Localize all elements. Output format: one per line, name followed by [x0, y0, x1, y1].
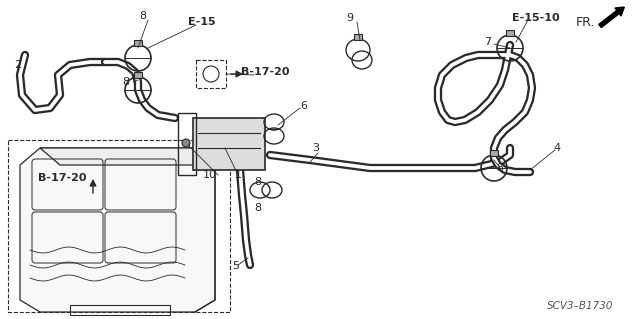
Bar [134, 40, 142, 46]
Text: 8: 8 [255, 177, 262, 187]
Bar [354, 34, 362, 40]
Circle shape [182, 139, 190, 147]
Text: SCV3–B1730: SCV3–B1730 [547, 301, 613, 311]
Text: FR.: FR. [575, 16, 595, 28]
Text: 8: 8 [497, 163, 504, 173]
Bar [193, 118, 265, 170]
Bar [8, 140, 230, 312]
Text: 7: 7 [484, 37, 492, 47]
Text: E-15: E-15 [188, 17, 216, 27]
Text: B-17-20: B-17-20 [38, 173, 86, 183]
Bar [490, 150, 498, 156]
Text: B-17-20: B-17-20 [241, 67, 289, 77]
FancyArrow shape [599, 7, 624, 27]
Polygon shape [40, 148, 215, 165]
Text: 8: 8 [255, 203, 262, 213]
Text: 5: 5 [232, 261, 239, 271]
Bar [70, 305, 170, 315]
Text: 8: 8 [122, 77, 129, 87]
Text: 6: 6 [301, 101, 307, 111]
Text: 9: 9 [346, 13, 353, 23]
Bar [134, 72, 142, 78]
Text: 3: 3 [312, 143, 319, 153]
Text: 1: 1 [234, 170, 241, 180]
Bar [178, 113, 196, 175]
Text: 4: 4 [554, 143, 561, 153]
Polygon shape [20, 148, 215, 312]
Text: E-15-10: E-15-10 [512, 13, 560, 23]
Bar [196, 60, 226, 88]
Text: 2: 2 [15, 60, 22, 70]
Text: 10: 10 [203, 170, 217, 180]
Text: 8: 8 [140, 11, 147, 21]
Bar [506, 30, 514, 36]
